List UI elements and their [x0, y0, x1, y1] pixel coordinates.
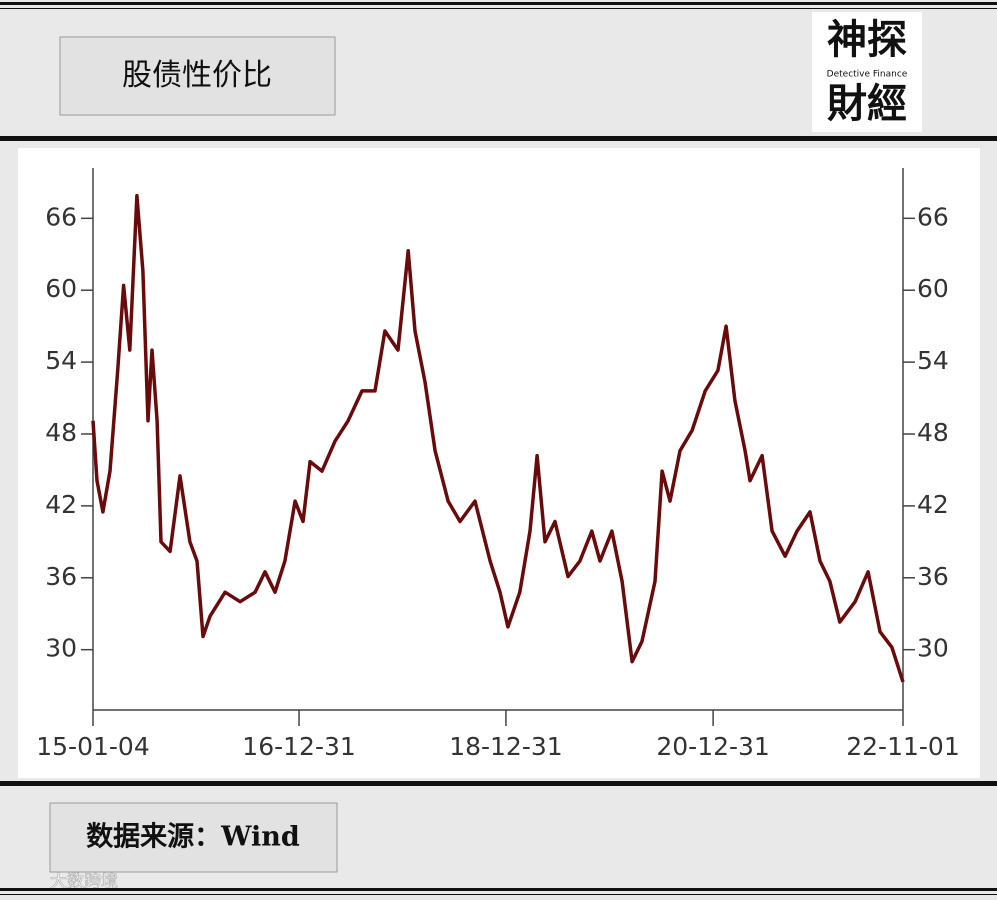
y-tick-label: 54: [45, 346, 77, 375]
logo-text: 神探: [827, 17, 907, 63]
y-tick-label: 48: [45, 418, 77, 447]
x-tick-label: 18-12-31: [449, 732, 562, 761]
title-box: [59, 36, 336, 116]
y-tick-label: 42: [45, 490, 77, 519]
x-tick-label: 20-12-31: [656, 732, 769, 761]
y2-tick-label: 36: [917, 562, 949, 591]
x-tick-label: 15-01-04: [36, 732, 149, 761]
logo-text: Detective Finance: [827, 70, 908, 80]
rule: [0, 894, 997, 895]
chart-title: 股债性价比: [122, 58, 272, 93]
y2-tick-label: 66: [917, 202, 949, 231]
y-tick-label: 30: [45, 634, 77, 663]
y-tick-label: 36: [45, 562, 77, 591]
y2-tick-label: 60: [917, 274, 949, 303]
y2-tick-label: 30: [917, 634, 949, 663]
x-tick-label: 22-11-01: [846, 732, 959, 761]
y2-tick-label: 42: [917, 490, 949, 519]
source: 数据来源：Wind: [86, 822, 300, 853]
logo-text: 財經: [827, 81, 907, 127]
line: [91, 193, 905, 683]
y2-tick-label: 48: [917, 418, 949, 447]
rule: [0, 2, 997, 5]
rule: [0, 781, 997, 786]
x-tick-label: 16-12-31: [242, 732, 355, 761]
source-box: [49, 802, 338, 873]
rule: [0, 136, 997, 141]
plot-background: [18, 148, 980, 778]
rule: [0, 888, 997, 891]
logo-box: [812, 12, 922, 132]
rule: [0, 8, 997, 9]
y-tick-label: 60: [45, 274, 77, 303]
y-tick-label: 66: [45, 202, 77, 231]
y2-tick-label: 54: [917, 346, 949, 375]
watermark: 大数跨境: [50, 872, 118, 892]
